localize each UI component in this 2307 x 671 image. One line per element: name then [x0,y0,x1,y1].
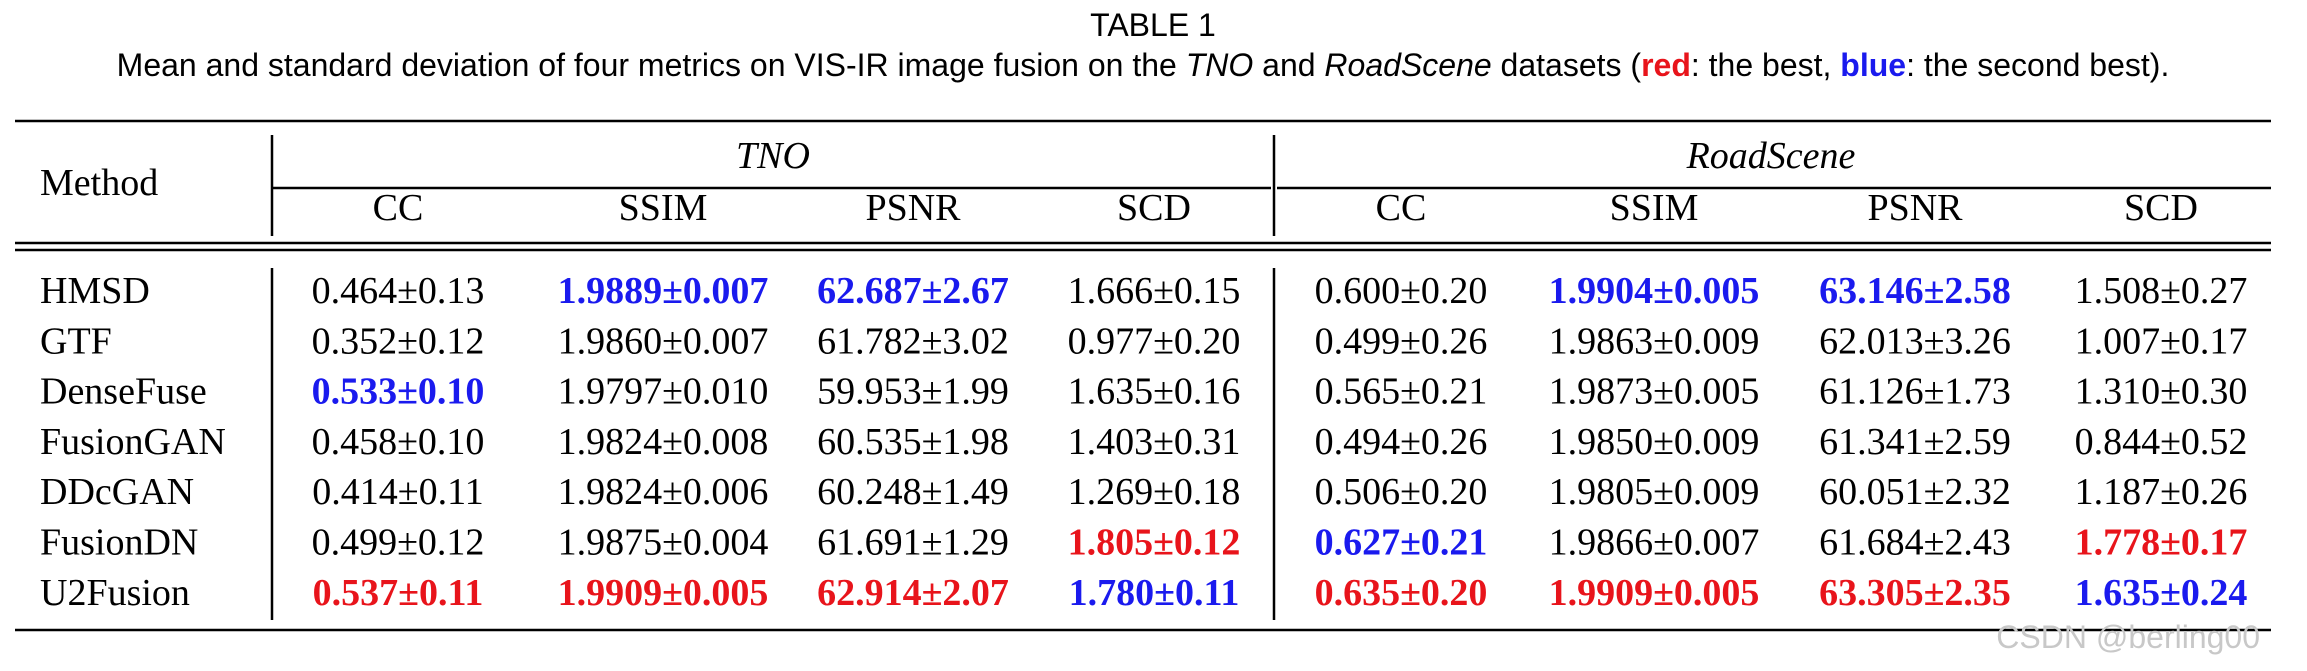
table-cell: 62.687±2.67 [817,270,1009,312]
row-label: HMSD [40,270,150,312]
table-cell: 62.013±3.26 [1819,320,2011,362]
table-cell: 0.464±0.13 [312,270,485,312]
row-label: FusionGAN [40,421,226,463]
table-cell: 1.9805±0.009 [1549,471,1760,513]
table-cell: 0.414±0.11 [312,471,483,513]
table-cell: 63.146±2.58 [1819,270,2011,312]
table-cell: 1.9797±0.010 [558,371,769,413]
table-cell: 0.352±0.12 [312,320,485,362]
watermark: CSDN @berling00 [1996,619,2260,655]
table-cell: 1.805±0.12 [1068,522,1241,564]
caption-part: : the best, [1691,47,1840,83]
table-cell: 61.126±1.73 [1819,371,2011,413]
column-header: Method [40,162,158,204]
caption-part: red [1641,47,1691,83]
column-header: CC [1376,187,1427,229]
table-cell: 1.9875±0.004 [558,522,769,564]
column-header: PSNR [865,187,961,229]
table-cell: 62.914±2.07 [817,572,1009,614]
table-cell: 0.627±0.21 [1315,522,1488,564]
table-cell: 1.187±0.26 [2075,471,2248,513]
caption: Mean and standard deviation of four metr… [117,47,2170,83]
table-cell: 1.9904±0.005 [1549,270,1760,312]
table-cell: 0.499±0.12 [312,522,485,564]
column-header: SSIM [619,187,708,229]
column-header: SCD [1117,187,1191,229]
table-cell: 1.9863±0.009 [1549,320,1760,362]
table-cell: 1.9824±0.006 [558,471,769,513]
table-cell: 61.691±1.29 [817,522,1009,564]
table-cell: 0.977±0.20 [1068,320,1241,362]
table-cell: 1.9909±0.005 [1549,572,1760,614]
column-header: SCD [2124,187,2198,229]
table-cell: 0.565±0.21 [1315,371,1488,413]
row-label: GTF [40,320,112,362]
table-cell: 0.533±0.10 [312,371,485,413]
caption-part: blue [1840,47,1906,83]
table-cell: 1.310±0.30 [2075,371,2248,413]
table-cell: 0.635±0.20 [1315,572,1488,614]
table-cell: 1.9866±0.007 [1549,522,1760,564]
table-cell: 1.9909±0.005 [558,572,769,614]
row-label: FusionDN [40,522,198,564]
table-cell: 1.778±0.17 [2075,522,2248,564]
table-cell: 1.666±0.15 [1068,270,1241,312]
table-cell: 1.635±0.16 [1068,371,1241,413]
table-cell: 1.508±0.27 [2075,270,2248,312]
caption-part: RoadScene [1324,47,1491,83]
table-cell: 0.600±0.20 [1315,270,1488,312]
table-title: TABLE 1 [1090,7,1216,43]
table-cell: 1.9889±0.007 [558,270,769,312]
table-cell: 61.684±2.43 [1819,522,2011,564]
caption-part: Mean and standard deviation of four metr… [117,47,1186,83]
table-cell: 1.9850±0.009 [1549,421,1760,463]
column-header: SSIM [1610,187,1699,229]
table-cell: 1.9824±0.008 [558,421,769,463]
table-cell: 0.537±0.11 [313,572,484,614]
table-cell: 1.403±0.31 [1068,421,1241,463]
caption-part: and [1253,47,1324,83]
table-cell: 60.051±2.32 [1819,471,2011,513]
group-header: RoadScene [1686,135,1856,177]
table-cell: 1.635±0.24 [2075,572,2248,614]
table-cell: 60.535±1.98 [817,421,1009,463]
table-cell: 1.780±0.11 [1069,572,1240,614]
table-cell: 61.341±2.59 [1819,421,2011,463]
table-cell: 0.506±0.20 [1315,471,1488,513]
table-cell: 0.844±0.52 [2075,421,2248,463]
table-cell: 61.782±3.02 [817,320,1009,362]
row-label: DenseFuse [40,371,207,413]
column-header: CC [373,187,424,229]
table-cell: 60.248±1.49 [817,471,1009,513]
table-cell: 63.305±2.35 [1819,572,2011,614]
table-cell: 0.494±0.26 [1315,421,1488,463]
table-cell: 0.458±0.10 [312,421,485,463]
table-cell: 0.499±0.26 [1315,320,1488,362]
table-cell: 1.9860±0.007 [558,320,769,362]
group-header: TNO [736,135,810,177]
table-cell: 59.953±1.99 [817,371,1009,413]
row-label: DDcGAN [40,471,194,513]
table-cell: 1.9873±0.005 [1549,371,1760,413]
column-header: PSNR [1867,187,1963,229]
table-cell: 1.007±0.17 [2075,320,2248,362]
caption-part: : the second best). [1906,47,2169,83]
row-label: U2Fusion [40,572,190,614]
table-cell: 1.269±0.18 [1068,471,1241,513]
caption-part: TNO [1186,47,1254,83]
caption-part: datasets ( [1492,47,1642,83]
